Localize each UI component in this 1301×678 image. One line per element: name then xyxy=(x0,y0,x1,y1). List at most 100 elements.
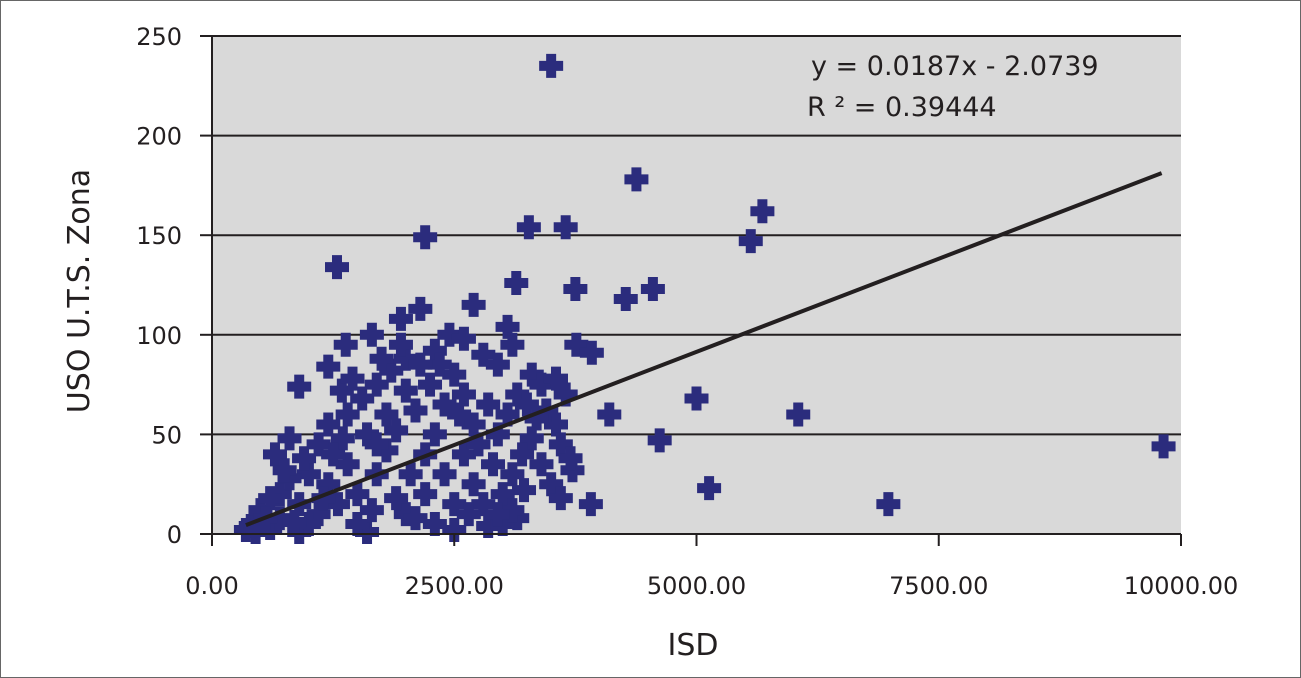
data-point xyxy=(548,486,573,511)
data-point xyxy=(553,382,578,407)
data-point xyxy=(876,492,901,517)
data-point xyxy=(624,167,649,192)
data-point xyxy=(471,342,496,367)
data-point xyxy=(413,482,438,507)
data-point xyxy=(333,332,358,357)
data-point xyxy=(490,482,515,507)
data-point xyxy=(553,215,578,240)
data-point xyxy=(408,296,433,321)
data-point xyxy=(403,398,428,423)
data-point xyxy=(350,386,375,411)
data-point xyxy=(485,502,510,527)
data-point xyxy=(427,352,452,377)
data-point xyxy=(495,314,520,339)
data-point xyxy=(442,362,467,387)
data-point xyxy=(329,378,354,403)
y-axis-ticks: 0 50 100 150 200 250 xyxy=(136,23,212,549)
data-point xyxy=(296,512,321,537)
data-point xyxy=(543,366,568,391)
data-point xyxy=(388,332,413,357)
data-point xyxy=(369,346,394,371)
data-point xyxy=(330,426,355,451)
data-point xyxy=(267,506,292,531)
data-point xyxy=(379,358,404,383)
data-point xyxy=(432,392,457,417)
data-point xyxy=(437,322,462,347)
data-point xyxy=(292,446,317,471)
data-point xyxy=(287,374,312,399)
data-point xyxy=(413,225,438,250)
data-point xyxy=(563,276,588,301)
data-point xyxy=(1151,434,1176,459)
data-point xyxy=(485,352,510,377)
data-point xyxy=(340,366,365,391)
data-point xyxy=(512,478,537,503)
trendline-equation: y = 0.0187x - 2.0739 xyxy=(811,51,1099,82)
data-point xyxy=(738,229,763,254)
data-point xyxy=(564,332,589,357)
data-point xyxy=(316,412,341,437)
data-point xyxy=(539,53,564,78)
data-point xyxy=(335,402,360,427)
data-point xyxy=(519,426,544,451)
data-point xyxy=(476,514,501,539)
data-point xyxy=(697,476,722,501)
data-point xyxy=(647,428,672,453)
data-point xyxy=(296,462,321,487)
data-point xyxy=(451,326,476,351)
y-tick-label: 0 xyxy=(167,521,182,549)
data-point xyxy=(524,406,549,431)
data-point xyxy=(355,520,380,545)
data-point xyxy=(403,506,428,531)
data-point xyxy=(461,412,486,437)
data-point xyxy=(306,502,331,527)
x-tick-label: 0.00 xyxy=(185,572,238,600)
data-point xyxy=(243,520,268,545)
data-point xyxy=(548,432,573,457)
data-point xyxy=(277,426,302,451)
x-tick-label: 7500.00 xyxy=(889,572,988,600)
x-tick-label: 5000.00 xyxy=(647,572,746,600)
data-point xyxy=(442,492,467,517)
data-point xyxy=(335,452,360,477)
data-point xyxy=(558,446,583,471)
data-point xyxy=(750,199,775,224)
y-tick-label: 150 xyxy=(136,222,182,250)
data-point xyxy=(613,286,638,311)
data-point xyxy=(432,462,457,487)
data-point xyxy=(272,458,297,483)
data-point xyxy=(578,492,603,517)
data-point xyxy=(461,292,486,317)
r-squared-label: R ² = 0.39444 xyxy=(807,92,997,123)
data-point xyxy=(355,422,380,447)
data-point xyxy=(495,402,520,427)
y-tick-label: 100 xyxy=(136,322,182,350)
data-point xyxy=(364,432,389,457)
data-point xyxy=(325,492,350,517)
data-point xyxy=(374,402,399,427)
data-point xyxy=(684,386,709,411)
x-tick-label: 10000.00 xyxy=(1124,572,1239,600)
data-point xyxy=(364,372,389,397)
trendline xyxy=(245,171,1163,527)
data-point xyxy=(345,512,370,537)
data-point xyxy=(422,422,447,447)
data-point xyxy=(393,378,418,403)
x-tick-label: 2500.00 xyxy=(405,572,504,600)
data-point xyxy=(316,472,341,497)
data-point xyxy=(529,372,554,397)
data-point xyxy=(481,452,506,477)
data-point xyxy=(456,502,481,527)
data-point xyxy=(461,472,486,497)
data-point xyxy=(471,492,496,517)
data-point xyxy=(539,472,564,497)
data-point xyxy=(384,486,409,511)
data-point xyxy=(510,442,535,467)
data-point xyxy=(422,338,447,363)
data-point xyxy=(393,346,418,371)
data-point xyxy=(543,412,568,437)
data-point xyxy=(500,498,525,523)
data-point xyxy=(359,498,384,523)
data-point xyxy=(505,382,530,407)
